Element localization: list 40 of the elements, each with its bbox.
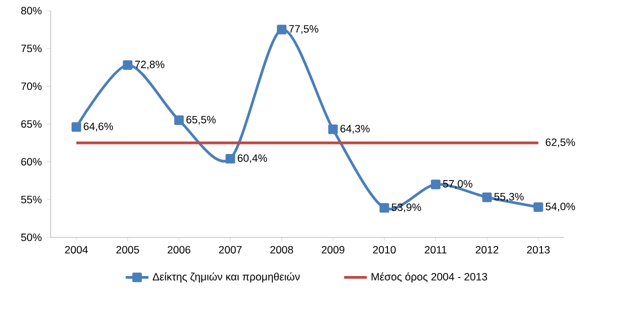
point	[430, 180, 440, 190]
y-tick-label: 60%	[21, 158, 42, 166]
y-tick-label: 75%	[21, 44, 42, 52]
point	[534, 202, 544, 212]
y-tick-label: 50%	[21, 234, 42, 242]
point	[380, 203, 390, 213]
x-tick-label: 2008	[270, 246, 294, 254]
x-tick-label: 2006	[168, 246, 190, 254]
point	[276, 24, 286, 34]
x-tick-label: 2012	[476, 246, 498, 254]
data-label: 55,3%	[494, 192, 524, 202]
x-tick-label: 2011	[424, 246, 447, 254]
point	[328, 124, 338, 134]
x-tick-label: 2004	[65, 246, 88, 254]
data-label: 53,9%	[392, 203, 421, 212]
point	[226, 154, 236, 164]
data-label: 64,6%	[84, 122, 113, 132]
x-tick-label: 2007	[219, 246, 242, 254]
y-tick-label: 80%	[21, 6, 42, 14]
data-label: 54,0%	[546, 202, 575, 212]
data-label: 62,5%	[546, 138, 575, 148]
data-label: 72,8%	[135, 60, 164, 70]
legend-label: Μέσος όρος 2004 - 2013	[372, 272, 488, 283]
data-label: 57,0%	[442, 180, 472, 189]
data-label: 77,5%	[289, 25, 318, 34]
point	[174, 115, 184, 126]
data-label: 65,5%	[186, 116, 216, 125]
point	[482, 192, 492, 202]
y-tick-label: 70%	[21, 82, 42, 90]
point	[122, 60, 132, 70]
point	[72, 122, 82, 132]
y-tick-label: 55%	[21, 196, 42, 204]
legend-label: Δείκτης ζημιών και προμηθειών	[152, 272, 300, 283]
x-tick-label: 2009	[322, 246, 344, 254]
data-label: 64,3%	[340, 124, 370, 134]
x-tick-label: 2005	[116, 246, 140, 254]
data-label: 60,4%	[238, 154, 267, 164]
x-tick-label: 2013	[527, 246, 550, 254]
y-tick-label: 65%	[21, 120, 42, 128]
x-tick-label: 2010	[373, 246, 396, 254]
